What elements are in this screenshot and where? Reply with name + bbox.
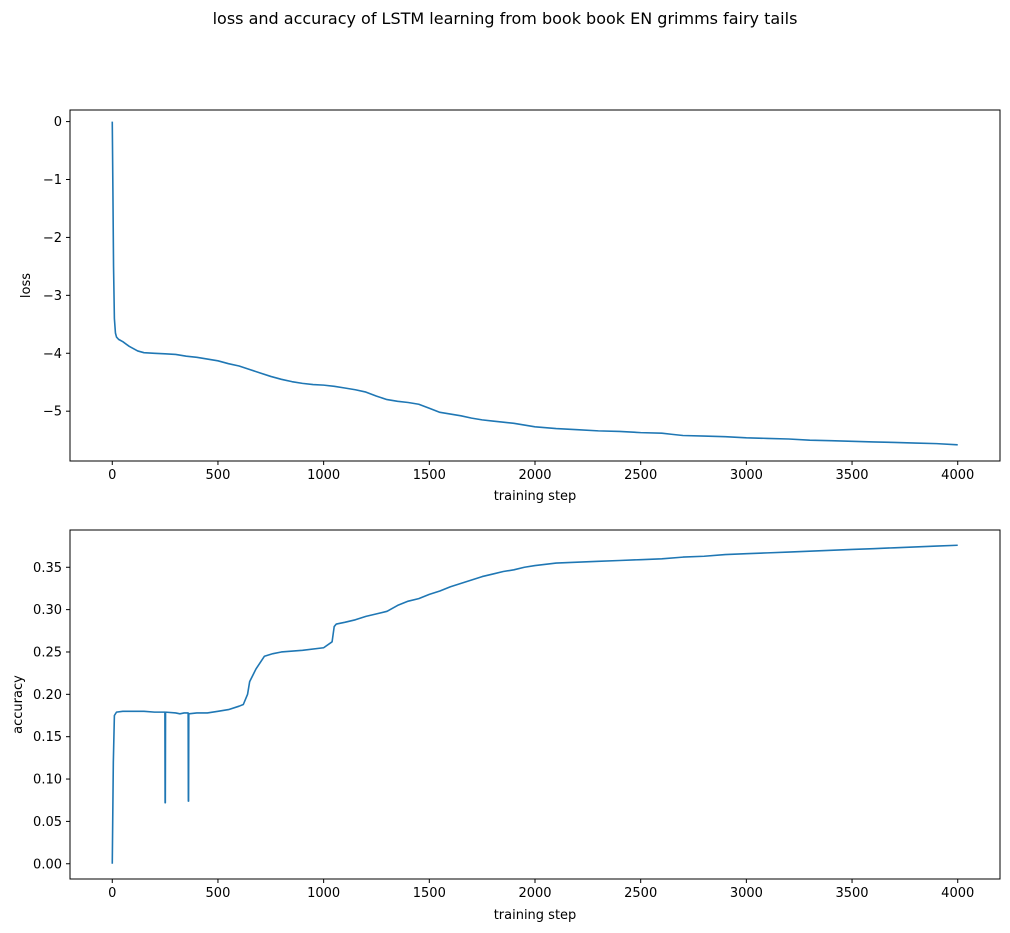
accuracy-x-tick-label: 2500	[624, 886, 657, 901]
accuracy-y-tick-label: 0.25	[33, 645, 62, 660]
accuracy-y-tick-label: 0.35	[33, 561, 62, 576]
loss-y-tick-label: −4	[43, 347, 62, 362]
loss-x-tick-label: 500	[206, 468, 231, 483]
accuracy-series	[111, 544, 958, 864]
figure-title: loss and accuracy of LSTM learning from …	[213, 9, 798, 28]
loss-y-ticks: 0 −1 −2 −3 −4 −5	[43, 115, 70, 420]
accuracy-x-tick-label: 1500	[413, 886, 446, 901]
accuracy-x-tick-label: 4000	[941, 886, 974, 901]
loss-x-tick-label: 1000	[307, 468, 340, 483]
accuracy-y-ticks: 0.00 0.05 0.10 0.15 0.20 0.25 0.30 0.35	[33, 561, 70, 872]
loss-series	[111, 121, 958, 446]
accuracy-x-tick-label: 1000	[307, 886, 340, 901]
accuracy-y-tick-label: 0.15	[33, 730, 62, 745]
loss-x-tick-label: 0	[108, 468, 116, 483]
loss-x-tick-label: 3500	[835, 468, 868, 483]
accuracy-x-tick-label: 2000	[518, 886, 551, 901]
loss-y-tick-label: 0	[54, 115, 62, 130]
loss-series-line-0	[111, 121, 958, 446]
accuracy-x-tick-label: 3500	[835, 886, 868, 901]
loss-x-tick-label: 1500	[413, 468, 446, 483]
accuracy-y-tick-label: 0.20	[33, 688, 62, 703]
loss-x-axis-label: training step	[494, 489, 577, 504]
loss-y-tick-label: −5	[43, 405, 62, 420]
loss-y-tick-label: −1	[43, 173, 62, 188]
accuracy-x-ticks: 0 500 1000 1500 2000 2500 3000 3500 4000	[108, 879, 974, 901]
accuracy-y-tick-label: 0.05	[33, 815, 62, 830]
accuracy-x-tick-label: 0	[108, 886, 116, 901]
loss-chart: 0 500 1000 1500 2000 2500 3000 3500 4000 0 −1 −2 −3…	[19, 109, 1001, 504]
accuracy-x-axis-label: training step	[494, 908, 577, 923]
loss-x-tick-label: 4000	[941, 468, 974, 483]
loss-y-axis-label: loss	[19, 273, 34, 298]
loss-x-ticks: 0 500 1000 1500 2000 2500 3000 3500 4000	[108, 461, 974, 483]
loss-y-tick-label: −3	[43, 289, 62, 304]
accuracy-series-line-0	[111, 544, 958, 864]
loss-y-tick-label: −2	[43, 231, 62, 246]
accuracy-x-tick-label: 500	[206, 886, 231, 901]
loss-x-tick-label: 3000	[730, 468, 763, 483]
accuracy-x-tick-label: 3000	[730, 886, 763, 901]
loss-x-tick-label: 2000	[518, 468, 551, 483]
loss-x-tick-label: 2500	[624, 468, 657, 483]
accuracy-y-tick-label: 0.00	[33, 857, 62, 872]
accuracy-chart: 0 500 1000 1500 2000 2500 3000 3500 4000 0.000.0…	[11, 529, 1001, 923]
accuracy-y-tick-label: 0.30	[33, 603, 62, 618]
accuracy-y-tick-label: 0.10	[33, 773, 62, 788]
accuracy-y-axis-label: accuracy	[11, 675, 26, 734]
